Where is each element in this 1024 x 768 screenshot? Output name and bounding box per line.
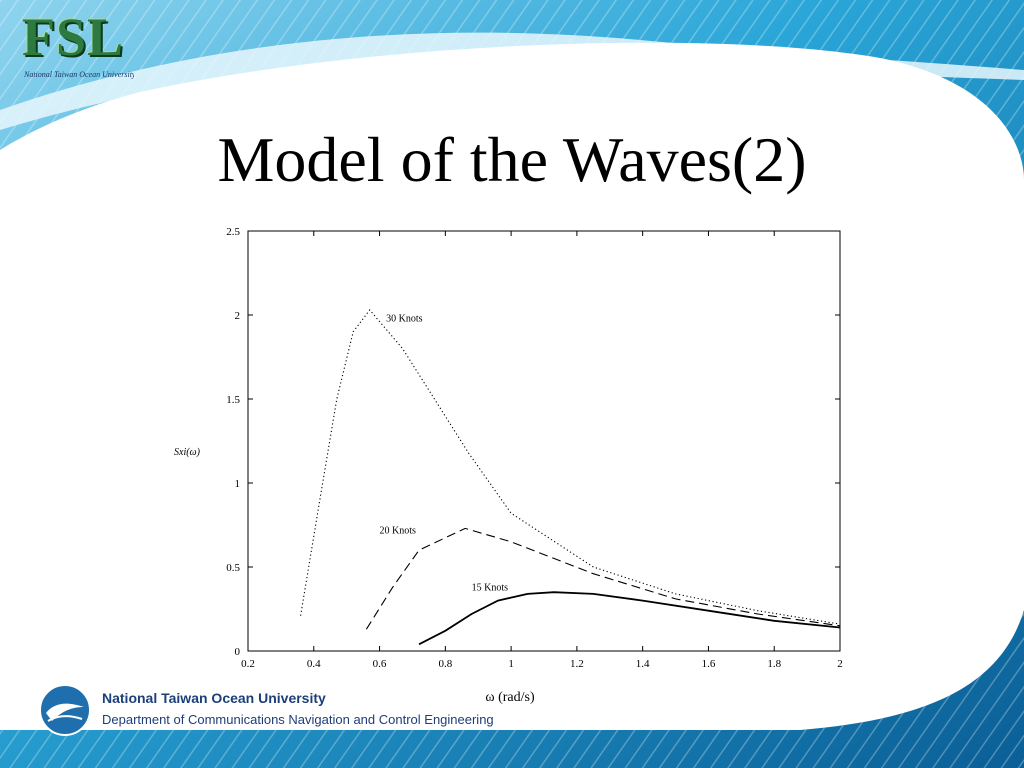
white-panel	[0, 42, 1024, 730]
series-label: 15 Knots	[472, 583, 509, 594]
y-tick-label: 1	[235, 478, 241, 490]
footer-department-name: Department of Communications Navigation …	[102, 712, 494, 727]
x-tick-label: 0.4	[307, 658, 321, 670]
logo-tagline: National Taiwan Ocean University	[24, 70, 134, 79]
x-tick-label: 1.6	[702, 658, 716, 670]
x-axis-label: ω (rad/s)	[485, 690, 535, 705]
plot-frame	[247, 230, 841, 652]
spectrum-chart: 0.2 0.4 0.6 0.8 1 1.2 1.4 1.6 1.8 2 0 0.5 1 1.5 2 2.5 30…	[174, 226, 843, 705]
series-label: 30 Knots	[386, 314, 423, 325]
slide-title: Model of the Waves(2)	[217, 124, 807, 195]
x-tick-label: 2	[837, 658, 843, 670]
footer-university-name: National Taiwan Ocean University	[102, 690, 326, 706]
y-tick-label: 2.5	[226, 226, 240, 238]
university-emblem-icon	[39, 684, 91, 736]
y-tick-label: 2	[235, 310, 241, 322]
y-tick-label: 0	[235, 646, 241, 658]
x-tick-label: 1.8	[767, 658, 781, 670]
x-tick-label: 1.4	[636, 658, 650, 670]
y-tick-label: 1.5	[226, 394, 240, 406]
fsl-logo: FSL	[22, 7, 125, 67]
y-tick-label: 0.5	[226, 562, 240, 574]
series-line-20-knots	[365, 527, 841, 630]
x-tick-label: 1	[508, 658, 513, 670]
series-line-30-knots	[300, 309, 841, 625]
x-tick-label: 0.8	[438, 658, 452, 670]
x-tick-label: 1.2	[570, 658, 584, 670]
x-tick-label: 0.6	[373, 658, 387, 670]
series-label: 20 Knots	[380, 525, 417, 536]
x-tick-label: 0.2	[241, 658, 255, 670]
series-line-15-knots	[418, 591, 841, 646]
y-axis-label: Sxi(ω)	[174, 447, 201, 458]
